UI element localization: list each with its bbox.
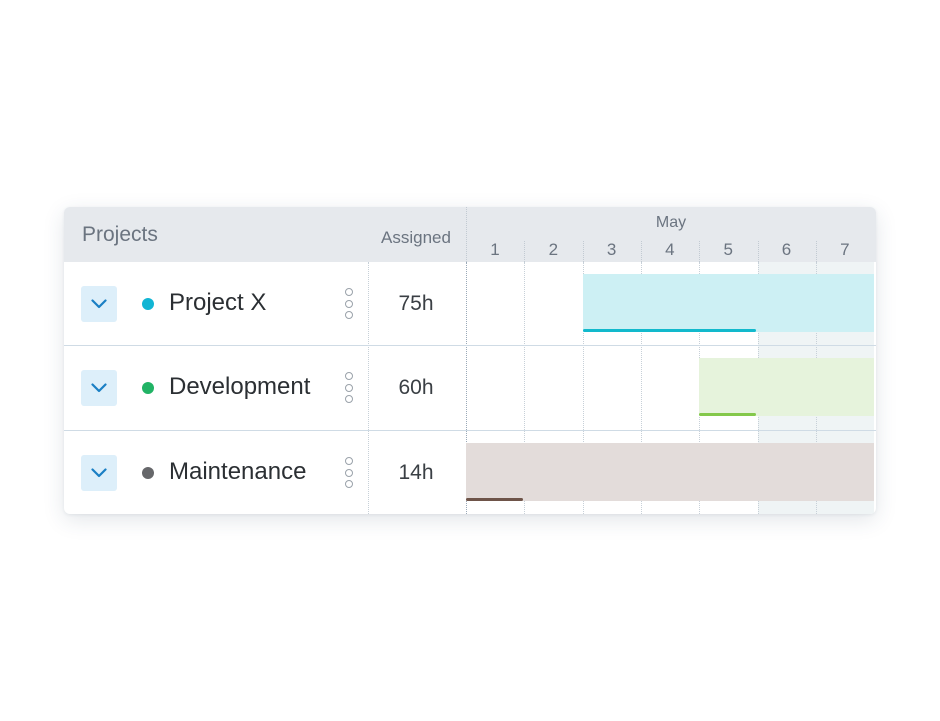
month-label: May xyxy=(655,214,687,231)
assigned-hours: 75h xyxy=(398,292,434,315)
assigned-hours: 14h xyxy=(398,461,434,484)
chevron-down-icon xyxy=(91,468,107,478)
day-divider xyxy=(757,241,759,262)
menu-dot xyxy=(345,395,353,403)
assigned-hours: 60h xyxy=(398,376,434,399)
chevron-down-icon xyxy=(91,299,107,309)
menu-dot xyxy=(345,468,353,477)
progress-line xyxy=(699,413,757,416)
row-separator xyxy=(64,345,876,346)
vertical-dots-icon[interactable] xyxy=(345,288,355,320)
project-name: Project X xyxy=(169,289,267,316)
expand-row-button[interactable] xyxy=(81,370,117,406)
project-color-dot xyxy=(142,298,154,310)
timeline-start-divider xyxy=(466,262,467,514)
day-grid-line xyxy=(640,262,642,514)
day-grid-line xyxy=(582,262,584,514)
project-name: Maintenance xyxy=(169,458,307,485)
day-label: 2 xyxy=(548,240,559,259)
progress-line xyxy=(466,498,524,501)
project-timeline-bar[interactable] xyxy=(466,443,875,501)
project-name: Development xyxy=(169,373,311,400)
day-label: 5 xyxy=(723,240,733,259)
project-row: Maintenance 14h xyxy=(64,431,466,514)
day-label: 1 xyxy=(490,240,500,259)
progress-line xyxy=(582,329,757,332)
vertical-dots-icon[interactable] xyxy=(345,457,355,489)
project-timeline-bar[interactable] xyxy=(699,358,875,416)
project-color-dot xyxy=(142,382,154,394)
menu-dot xyxy=(345,372,353,380)
day-grid-line xyxy=(524,262,526,514)
day-divider xyxy=(699,241,701,262)
day-label: 6 xyxy=(781,240,792,259)
day-label: 7 xyxy=(840,240,850,259)
timeline-header: Projects Assigned May 1 2 3 4 5 6 7 xyxy=(64,207,876,262)
expand-row-button[interactable] xyxy=(81,286,117,322)
projects-column-header: Projects xyxy=(82,223,158,246)
day-label: 4 xyxy=(665,240,675,259)
project-color-dot xyxy=(142,467,154,479)
menu-dot xyxy=(345,299,353,308)
day-divider xyxy=(582,241,584,262)
project-row: Development 60h xyxy=(64,346,466,430)
day-divider xyxy=(640,241,642,262)
project-timeline-bar[interactable] xyxy=(582,274,875,332)
assigned-column-header: Assigned xyxy=(381,228,451,247)
expand-row-button[interactable] xyxy=(81,455,117,491)
menu-dot xyxy=(345,457,353,465)
row-separator xyxy=(64,430,876,431)
project-row: Project X 75h xyxy=(64,262,466,346)
assigned-column-divider xyxy=(368,262,369,514)
projects-timeline-card: Projects Assigned May 1 2 3 4 5 6 7 Project X 7… xyxy=(64,207,876,514)
menu-dot xyxy=(345,480,353,488)
menu-dot xyxy=(345,311,353,319)
menu-dot xyxy=(345,383,353,392)
menu-dot xyxy=(345,288,353,296)
vertical-dots-icon[interactable] xyxy=(345,372,355,404)
day-divider xyxy=(524,241,526,262)
day-label: 3 xyxy=(606,240,617,259)
day-divider xyxy=(815,241,817,262)
header-grid-divider xyxy=(466,207,467,262)
chevron-down-icon xyxy=(91,383,107,393)
